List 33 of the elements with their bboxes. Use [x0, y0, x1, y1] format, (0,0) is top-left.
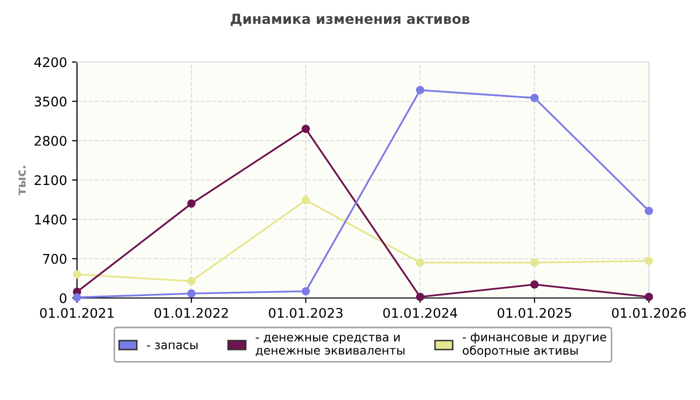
y-tick-label: 1400 — [35, 214, 66, 225]
legend-label: - финансовые и другие оборотные активы — [462, 332, 606, 358]
point — [187, 289, 196, 298]
point — [302, 124, 310, 134]
x-tick-label: 01.01.2023 — [268, 308, 342, 318]
legend-label: - денежные средства и денежные эквиваленты — [256, 334, 404, 356]
x-tick-label: 01.01.2021 — [40, 308, 114, 318]
y-tick-label: 2800 — [34, 136, 66, 146]
y-tick-label: 700 — [43, 254, 66, 264]
x-tick-label: 01.01.2025 — [498, 308, 572, 318]
point — [302, 287, 310, 296]
y-axis-title: тыс. — [18, 166, 26, 196]
point — [187, 276, 196, 286]
point — [530, 94, 539, 102]
point — [416, 292, 424, 302]
point — [187, 199, 196, 208]
point — [530, 258, 539, 267]
point — [416, 258, 424, 267]
y-tick-label: 2100 — [34, 175, 66, 186]
point — [302, 196, 310, 204]
x-tick-label: 01.01.2024 — [383, 308, 458, 318]
x-tick-label: 01.01.2022 — [154, 308, 228, 318]
chart-title: Динамика изменения активов — [230, 14, 470, 26]
x-tick-label: 01.01.2026 — [612, 308, 686, 318]
y-tick-label: 0 — [60, 293, 66, 304]
legend-label: - запасы — [146, 342, 198, 350]
point — [72, 270, 82, 279]
y-tick-label: 4200 — [34, 57, 66, 68]
point — [644, 206, 654, 216]
point — [644, 256, 654, 266]
point — [416, 86, 424, 94]
y-tick-label: 3500 — [34, 96, 66, 107]
point — [530, 280, 539, 289]
